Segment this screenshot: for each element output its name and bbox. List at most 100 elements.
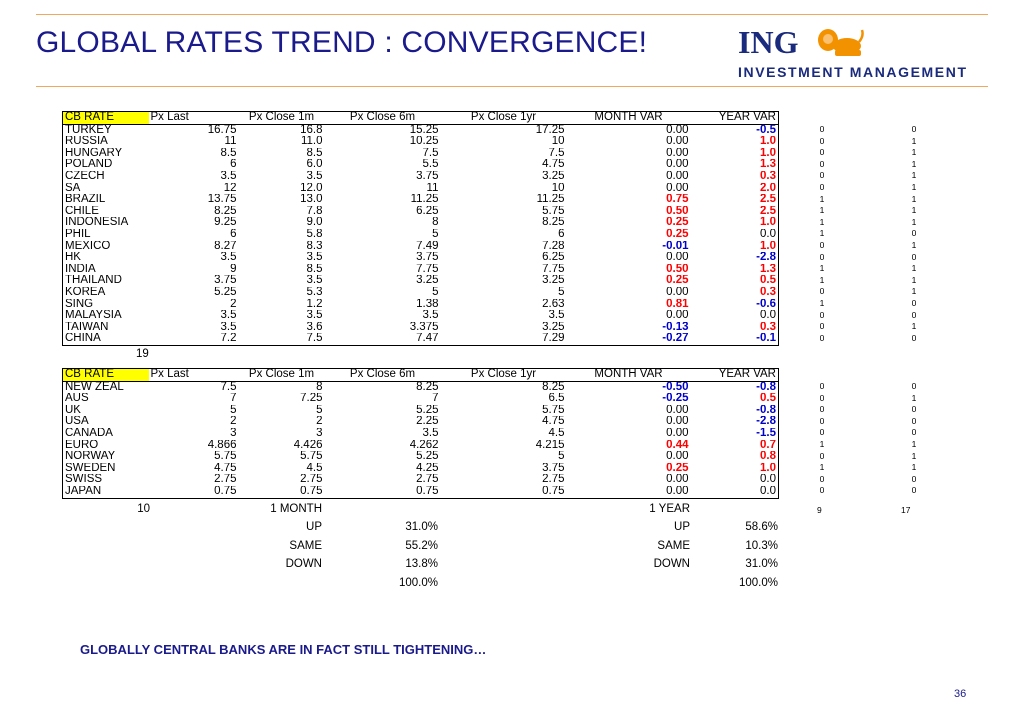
flag-spacer [836, 416, 900, 428]
px-close-1m: 7.8 [306, 205, 323, 217]
table1-count: 19 [136, 348, 149, 360]
month-var: 0.00 [666, 485, 689, 497]
year-var: 0.5 [760, 275, 776, 287]
table-row: JAPAN 0.75 0.75 0.75 0.75 0.00 0.0 [63, 486, 779, 498]
px-last: 3.75 [214, 275, 237, 287]
year-up-flag: 1 [911, 438, 917, 449]
year-var: -0.6 [756, 298, 776, 310]
px-close-6m: 3.75 [416, 170, 439, 182]
flag-spacer [836, 194, 900, 206]
column-header: MONTH VAR [566, 111, 691, 125]
px-close-6m: 5.25 [416, 404, 439, 416]
column-header: YEAR VAR [690, 368, 779, 382]
px-last: 7.2 [220, 333, 237, 345]
flag-spacer [836, 333, 900, 345]
table-row: AUS 7 7.25 7 6.5 -0.25 0.5 [63, 393, 779, 405]
year-var: 1.0 [760, 147, 776, 159]
column-header: Px Close 1yr [440, 368, 567, 382]
month-var: 0.44 [666, 439, 689, 451]
table-row: INDIA 9 8.5 7.75 7.75 0.50 1.3 [63, 264, 779, 276]
flag-spacer [836, 321, 900, 333]
year-up-flag: 0 [911, 404, 917, 415]
emerging-rates-table: CB RATE Px Last Px Close 1m Px Close 6m Px C… [62, 111, 779, 346]
year-up-flag: 1 [911, 462, 917, 473]
px-last: 2.75 [214, 474, 237, 486]
year-up-flag: 1 [911, 216, 917, 227]
flag-spacer [836, 136, 900, 148]
country-name: CANADA [65, 427, 113, 439]
flag-spacer [836, 159, 900, 171]
px-close-6m: 0.75 [416, 485, 439, 497]
month-var: -0.01 [662, 240, 689, 252]
px-last: 3.5 [220, 170, 237, 182]
country-name: SA [65, 182, 81, 194]
column-header: YEAR VAR [690, 111, 779, 125]
month-up-flag: 1 [819, 216, 825, 227]
px-close-1yr: 8.25 [542, 217, 565, 229]
px-last: 3 [230, 427, 237, 439]
month-up-flag: 1 [819, 438, 825, 449]
page-title: GLOBAL RATES TREND : CONVERGENCE! [36, 26, 648, 59]
year-var: 0.0 [760, 485, 776, 497]
year-up-flag: 0 [911, 473, 917, 484]
month-up-flag: 0 [819, 181, 825, 192]
country-name: CZECH [65, 170, 105, 182]
country-name: USA [65, 416, 89, 428]
px-close-6m: 3.375 [409, 321, 439, 333]
px-close-1yr: 0.75 [542, 485, 565, 497]
px-last: 9 [230, 263, 237, 275]
px-close-1yr: 7.28 [542, 240, 565, 252]
year-up-flag: 1 [911, 181, 917, 192]
year-var: 1.0 [760, 240, 776, 252]
px-close-1yr: 4.5 [548, 427, 565, 439]
flag-spacer [836, 485, 900, 497]
table-row: MALAYSIA 3.5 3.5 3.5 3.5 0.00 0.0 [63, 310, 779, 322]
ing-logo: ING INVESTMENT MANAGEMENT [738, 24, 988, 84]
month-var: 0.25 [666, 462, 689, 474]
year-var: 0.3 [760, 321, 776, 333]
month-up-flag: 0 [819, 170, 825, 181]
px-close-6m: 5.25 [416, 451, 439, 463]
month-var: 0.00 [666, 474, 689, 486]
year-up-flag: 0 [911, 251, 917, 262]
month-var: 0.00 [666, 286, 689, 298]
px-close-1m: 3.5 [306, 170, 323, 182]
month-up-flag: 0 [819, 332, 825, 343]
year-var: 1.0 [760, 462, 776, 474]
year-var: 1.3 [760, 159, 776, 171]
month-up-flag: 1 [819, 205, 825, 216]
year-up-flag: 0 [911, 309, 917, 320]
month-var: 0.50 [666, 205, 689, 217]
px-close-1yr: 7.29 [542, 333, 565, 345]
table-row: CZECH 3.5 3.5 3.75 3.25 0.00 0.3 [63, 171, 779, 183]
year-up-flag: 0 [911, 297, 917, 308]
flag-spacer [836, 205, 900, 217]
px-close-6m: 3.5 [422, 310, 439, 322]
flag-spacer [836, 298, 900, 310]
country-name: PHIL [65, 228, 91, 240]
country-name: HK [65, 252, 81, 264]
country-name: INDONESIA [65, 217, 129, 229]
month-label: 1 MONTH [270, 503, 322, 515]
month-up-flag: 0 [819, 392, 825, 403]
flag-spacer [836, 310, 900, 322]
year-var: 2.5 [760, 205, 776, 217]
table-row: HK 3.5 3.5 3.75 6.25 0.00 -2.8 [63, 252, 779, 264]
year-up-flag: 1 [911, 274, 917, 285]
month-up-flag: 0 [819, 251, 825, 262]
px-last: 4.866 [207, 439, 237, 451]
month-up-flag: 0 [819, 415, 825, 426]
table-row: NEW ZEAL 7.5 8 8.25 8.25 -0.50 -0.8 [63, 381, 779, 393]
year-up-flag: 1 [911, 170, 917, 181]
